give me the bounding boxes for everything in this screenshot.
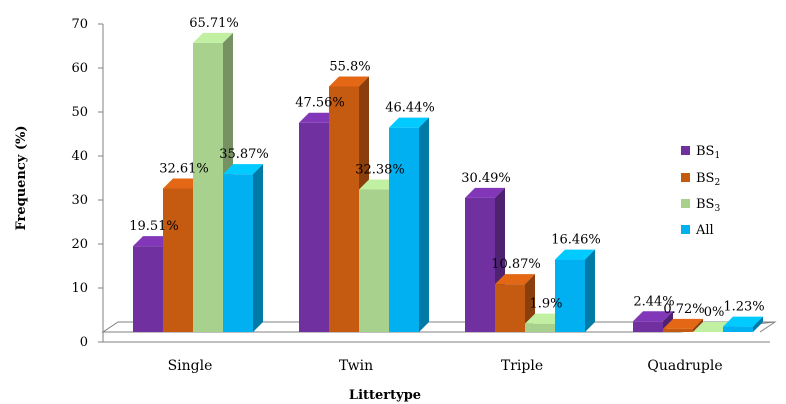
data-label: 0% — [704, 305, 725, 320]
legend: BS1 BS2 BS3 All — [681, 144, 720, 238]
bar-front — [223, 174, 253, 332]
bar-side — [253, 164, 263, 332]
bar-top — [193, 32, 233, 43]
bar-front — [465, 197, 495, 332]
y-tick-label: 20 — [71, 237, 88, 252]
data-label: 1.9% — [529, 297, 562, 312]
bar-BS2-Single — [163, 178, 203, 332]
legend-swatch — [681, 173, 690, 182]
data-label: 55.8% — [329, 59, 370, 74]
data-label: 32.61% — [159, 162, 209, 177]
bar-front — [329, 86, 359, 332]
x-tick-label: Twin — [339, 358, 373, 374]
legend-label: BS3 — [696, 197, 720, 214]
legend-label: All — [695, 223, 714, 238]
legend-swatch — [681, 146, 690, 155]
bar-All-Single — [223, 164, 263, 332]
bars — [133, 32, 763, 333]
y-tick-label: 0 — [80, 335, 88, 350]
bar-top — [723, 316, 763, 327]
y-tick-label: 30 — [71, 193, 88, 208]
bar-top — [223, 164, 263, 175]
bar-front — [133, 246, 163, 332]
data-label: 47.56% — [295, 96, 345, 111]
x-axis-title: Littertype — [349, 388, 421, 403]
bar-front — [359, 189, 389, 332]
bar-side — [419, 117, 429, 332]
x-tick-label: Quadruple — [647, 358, 722, 374]
y-axis: 0 10 20 30 40 50 60 70 — [71, 17, 104, 350]
bar-BS2-Quadruple — [663, 318, 703, 332]
y-tick-label: 40 — [71, 149, 88, 164]
data-label: 35.87% — [219, 147, 269, 162]
data-label: 65.71% — [189, 16, 239, 31]
bar-top — [495, 274, 535, 285]
bar-top — [663, 318, 703, 329]
x-tick-label: Triple — [501, 358, 543, 374]
data-label: 1.23% — [723, 300, 764, 315]
y-tick-label: 50 — [71, 105, 88, 120]
bar-top — [389, 117, 429, 128]
data-label: 30.49% — [461, 171, 511, 186]
bar-All-Quadruple — [723, 316, 763, 332]
legend-swatch — [681, 225, 690, 234]
data-label: 19.51% — [129, 219, 179, 234]
bar-side — [693, 318, 703, 332]
y-tick-label: 60 — [71, 61, 88, 76]
bar-front — [555, 259, 585, 332]
bar-front — [525, 323, 555, 332]
bar-front — [495, 284, 525, 332]
bar-front — [389, 127, 419, 332]
y-tick-label: 70 — [71, 17, 88, 32]
data-label: 32.38% — [355, 163, 405, 178]
bar-top — [465, 187, 505, 198]
bar-top — [555, 249, 595, 260]
data-label: 10.87% — [491, 257, 541, 272]
bar-front — [163, 188, 193, 332]
data-label: 0.72% — [663, 302, 704, 317]
y-axis-title: Frequency (%) — [14, 125, 29, 230]
bar-front — [663, 328, 693, 332]
legend-swatch — [681, 199, 690, 208]
data-labels: 19.51% 47.56% 30.49% 2.44% 32.61% 55.8% 10.87%… — [129, 16, 764, 320]
y-tick-label: 10 — [71, 281, 88, 296]
bar-All-Twin — [389, 117, 429, 332]
bar-side — [585, 249, 595, 332]
legend-label: BS2 — [696, 171, 720, 188]
chart-floor — [101, 321, 777, 343]
bar-BS2-Twin — [329, 76, 369, 332]
legend-label: BS1 — [696, 144, 720, 161]
bar-side — [753, 316, 763, 332]
bar-top — [329, 76, 369, 87]
bar-All-Triple — [555, 249, 595, 332]
bar-front — [723, 326, 753, 332]
bar-top — [633, 311, 673, 322]
x-axis: Single Twin Triple Quadruple — [168, 358, 723, 374]
x-tick-label: Single — [168, 358, 213, 374]
bar-front — [633, 321, 663, 332]
data-label: 46.44% — [385, 101, 435, 116]
data-label: 2.44% — [633, 294, 674, 309]
data-label: 16.46% — [551, 233, 601, 248]
bar-front — [193, 42, 223, 332]
bar-front — [299, 122, 329, 333]
